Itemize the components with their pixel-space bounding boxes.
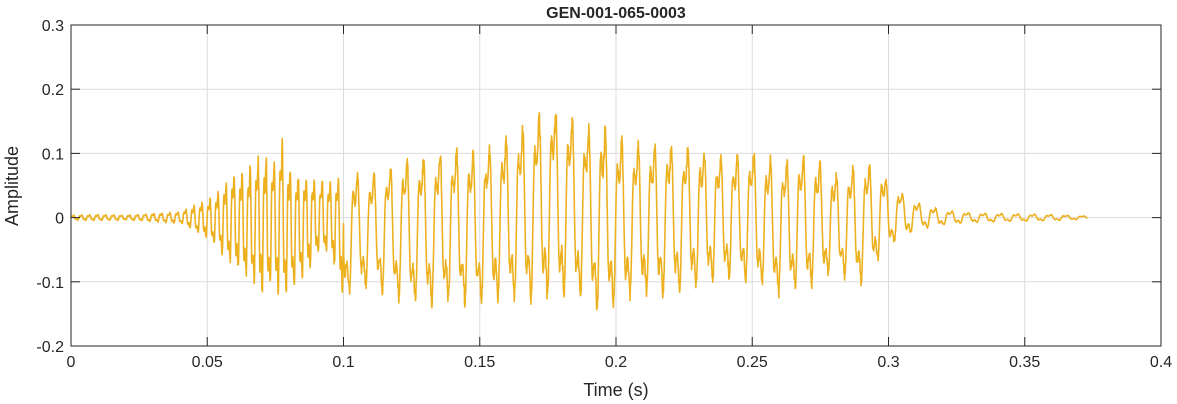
waveform-line [70,111,1088,311]
x-tick-label: 0.25 [737,354,768,371]
x-axis-label: Time (s) [583,380,648,400]
y-axis-label: Amplitude [2,146,22,226]
x-tick-label: 0.2 [605,354,627,371]
x-tick-label: 0.15 [464,354,495,371]
chart-title: GEN-001-065-0003 [546,5,686,22]
x-tick-label: 0.05 [192,354,223,371]
x-axis-ticks: 0 0.05 0.1 0.15 0.2 0.25 0.3 0.35 0.4 [67,25,1172,371]
y-axis-ticks: -0.2 -0.1 0 0.1 0.2 0.3 [36,18,1161,356]
y-tick-label: 0 [55,211,64,228]
y-tick-label: -0.2 [36,339,64,356]
y-tick-label: 0.2 [42,82,64,99]
y-tick-label: -0.1 [36,275,64,292]
x-tick-label: 0.3 [877,354,899,371]
x-tick-label: 0 [67,354,76,371]
waveform-series [70,111,1088,311]
x-tick-label: 0.35 [1009,354,1040,371]
x-tick-label: 0.1 [332,354,354,371]
y-tick-label: 0.1 [42,146,64,163]
x-tick-label: 0.4 [1150,354,1172,371]
y-tick-label: 0.3 [42,18,64,35]
